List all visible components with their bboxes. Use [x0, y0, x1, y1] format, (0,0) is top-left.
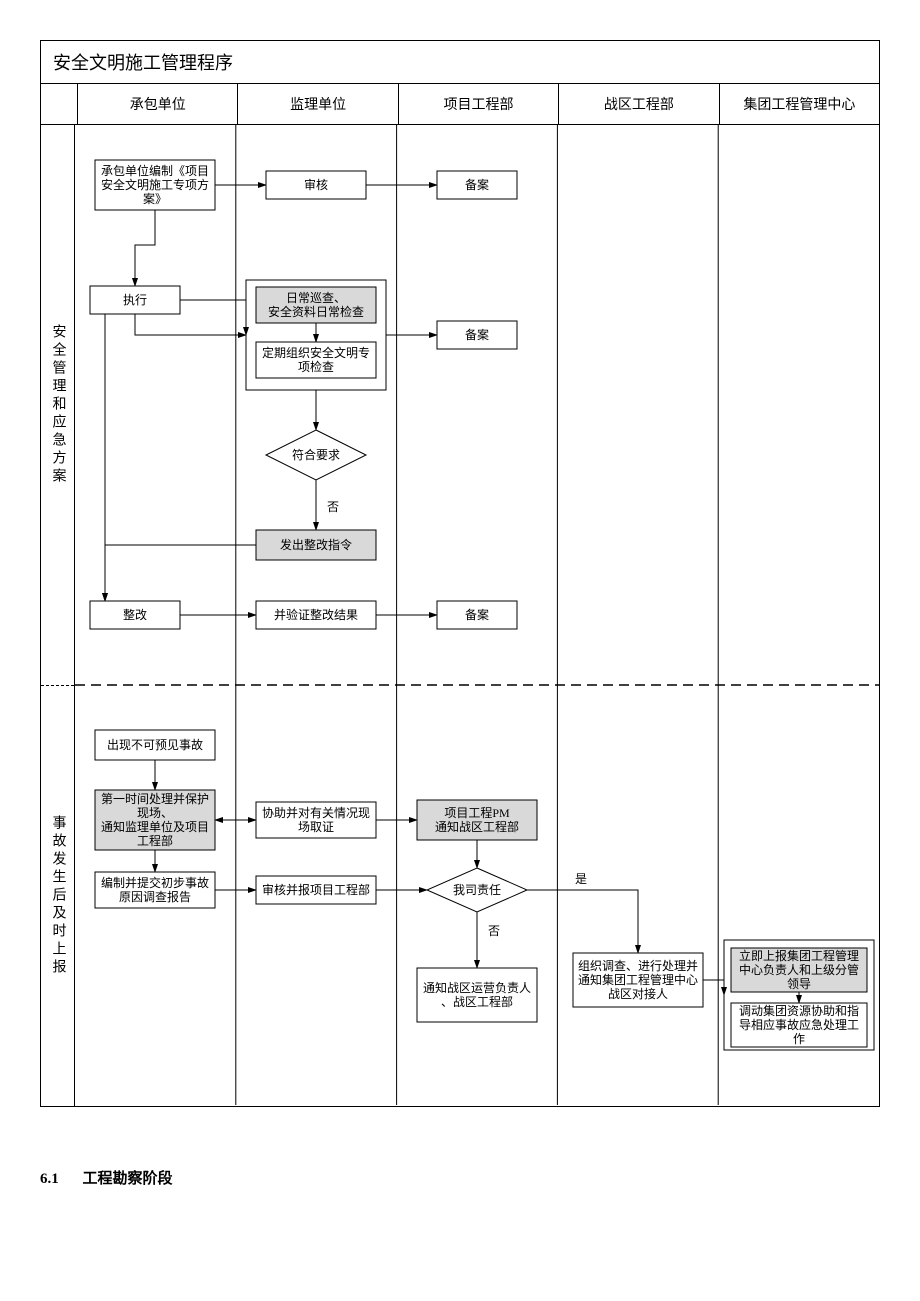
svg-text:发出整改指令: 发出整改指令 [280, 537, 352, 552]
lane-header-contractor: 承包单位 [78, 84, 238, 124]
swimlane-diagram: 安全文明施工管理程序 承包单位 监理单位 项目工程部 战区工程部 集团工程管理中… [40, 40, 880, 1107]
svg-text:出现不可预见事故: 出现不可预见事故 [107, 737, 203, 752]
heading-number: 6.1 [40, 1171, 59, 1187]
heading-text: 工程勘察阶段 [83, 1171, 173, 1187]
svg-text:项检查: 项检查 [298, 359, 334, 374]
svg-text:执行: 执行 [123, 293, 147, 307]
svg-text:中心负责人和上级分管: 中心负责人和上级分管 [739, 962, 859, 977]
lane-header-zone: 战区工程部 [559, 84, 719, 124]
phase-label-spacer [41, 84, 78, 124]
svg-text:项目工程PM: 项目工程PM [444, 805, 510, 820]
svg-text:我司责任: 我司责任 [453, 883, 501, 897]
lane-header-group: 集团工程管理中心 [720, 84, 879, 124]
svg-text:、战区工程部: 、战区工程部 [441, 994, 513, 1009]
lane-headers: 承包单位 监理单位 项目工程部 战区工程部 集团工程管理中心 [41, 84, 879, 125]
svg-text:场取证: 场取证 [298, 820, 334, 834]
svg-text:作: 作 [793, 1032, 805, 1046]
svg-text:原因调查报告: 原因调查报告 [119, 889, 191, 904]
svg-text:组织调查、进行处理并: 组织调查、进行处理并 [578, 959, 698, 973]
svg-text:审核并报项目工程部: 审核并报项目工程部 [262, 882, 370, 897]
svg-text:通知战区工程部: 通知战区工程部 [435, 819, 519, 834]
svg-text:并验证整改结果: 并验证整改结果 [274, 607, 358, 622]
svg-text:立即上报集团工程管理: 立即上报集团工程管理 [739, 948, 859, 963]
svg-text:是: 是 [575, 872, 587, 886]
svg-text:审核: 审核 [304, 177, 328, 192]
flowchart-canvas: 否否是承包单位编制《项目安全文明施工专项方案》审核备案执行日常巡查、安全资料日常… [75, 125, 879, 1105]
svg-text:定期组织安全文明专: 定期组织安全文明专 [262, 345, 370, 360]
svg-text:战区对接人: 战区对接人 [608, 986, 668, 1001]
svg-text:通知集团工程管理中心: 通知集团工程管理中心 [578, 972, 698, 987]
svg-text:备案: 备案 [465, 177, 489, 192]
svg-text:协助并对有关情况现: 协助并对有关情况现 [262, 805, 370, 820]
phase-label-report: 事故发生后及时上报 [41, 686, 74, 1106]
svg-text:整改: 整改 [123, 607, 147, 622]
svg-text:现场、: 现场、 [137, 806, 173, 820]
svg-text:导相应事故应急处理工: 导相应事故应急处理工 [739, 1017, 859, 1032]
svg-text:安全资料日常检查: 安全资料日常检查 [268, 304, 364, 319]
svg-text:符合要求: 符合要求 [292, 447, 340, 462]
lane-header-supervisor: 监理单位 [238, 84, 398, 124]
svg-text:承包单位编制《项目: 承包单位编制《项目 [101, 163, 209, 178]
svg-text:编制并提交初步事故: 编制并提交初步事故 [101, 875, 209, 890]
svg-text:调动集团资源协助和指: 调动集团资源协助和指 [739, 1003, 859, 1018]
phase-labels: 安全管理和应急方案 事故发生后及时上报 [41, 125, 75, 1106]
svg-text:通知监理单位及项目: 通知监理单位及项目 [101, 819, 209, 834]
svg-text:日常巡查、: 日常巡查、 [286, 291, 346, 305]
phase-label-plan: 安全管理和应急方案 [41, 125, 74, 686]
svg-text:备案: 备案 [465, 327, 489, 342]
svg-text:第一时间处理并保护: 第一时间处理并保护 [101, 792, 209, 806]
svg-text:否: 否 [488, 924, 500, 938]
diagram-title: 安全文明施工管理程序 [41, 41, 879, 84]
diagram-body: 安全管理和应急方案 事故发生后及时上报 否否是承包单位编制《项目安全文明施工专项… [41, 125, 879, 1106]
svg-text:案》: 案》 [143, 191, 167, 206]
svg-text:工程部: 工程部 [137, 833, 173, 848]
section-heading: 6.1 工程勘察阶段 [40, 1167, 880, 1188]
svg-text:领导: 领导 [787, 977, 811, 991]
lane-header-project: 项目工程部 [399, 84, 559, 124]
svg-text:备案: 备案 [465, 607, 489, 622]
svg-text:通知战区运营负责人: 通知战区运营负责人 [423, 981, 531, 995]
svg-text:安全文明施工专项方: 安全文明施工专项方 [101, 177, 209, 192]
svg-text:否: 否 [327, 500, 339, 514]
